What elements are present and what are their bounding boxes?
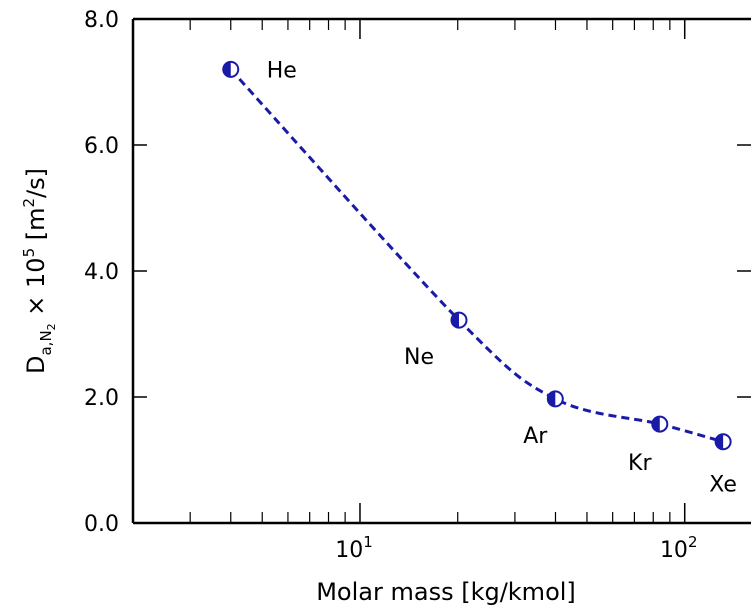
y-axis-title-unit-post: /s] (22, 168, 50, 198)
y-axis-title-subsub: 2 (45, 323, 58, 330)
x-tick-label: 101 (335, 533, 373, 563)
y-axis-title-sub: a,N (37, 330, 55, 355)
data-point-marker-fill (652, 416, 660, 432)
data-point-he: He (222, 58, 297, 83)
y-axis-title: Da,N2 × 105 [m2/s] (20, 168, 58, 374)
data-point-kr: Kr (628, 415, 669, 476)
y-axis-title-sup: 5 (20, 248, 38, 258)
data-point-label: He (267, 58, 297, 83)
x-axis-title: Molar mass [kg/kmol] (316, 578, 576, 606)
y-axis-title-unit-sup: 2 (20, 198, 38, 208)
y-axis-title-main: D (22, 356, 50, 374)
data-point-xe: Xe (709, 433, 737, 498)
y-axis-title-mid: × 10 (22, 257, 50, 323)
y-axis: 0.0 2.0 4.0 6.0 8.0 (84, 8, 751, 537)
data-point-ne: Ne (404, 311, 468, 370)
x-tick-label: 102 (660, 533, 698, 563)
x-axis: 101 102 (132, 19, 698, 563)
data-points: He Ne Ar Kr Xe (222, 58, 737, 498)
y-tick-label: 4.0 (84, 260, 119, 285)
data-point-label: Ar (523, 424, 548, 449)
y-axis-title-unit-pre: [m (22, 208, 50, 248)
data-point-label: Xe (709, 473, 737, 498)
y-tick-label: 2.0 (84, 386, 119, 411)
y-tick-label: 6.0 (84, 134, 119, 159)
data-point-marker-fill (223, 61, 231, 77)
data-point-ar: Ar (523, 390, 564, 449)
data-point-label: Kr (628, 451, 652, 476)
fit-curve (229, 68, 724, 444)
data-point-marker-fill (547, 391, 556, 407)
data-point-marker-fill (715, 434, 724, 450)
data-point-marker-fill (451, 312, 459, 328)
data-point-label: Ne (404, 345, 434, 370)
y-tick-label: 0.0 (84, 512, 119, 537)
y-tick-label: 8.0 (84, 8, 119, 33)
plot-frame (131, 17, 751, 525)
